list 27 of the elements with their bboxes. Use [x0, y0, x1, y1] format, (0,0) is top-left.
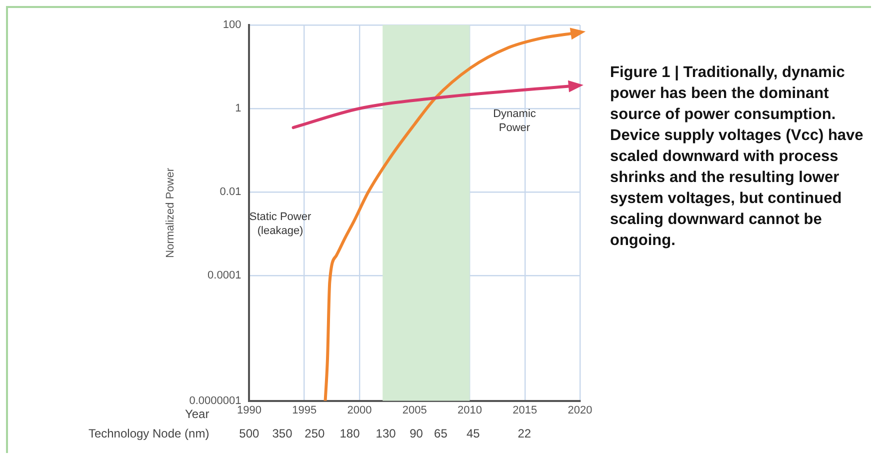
- x-tick-label: 2005: [402, 404, 427, 416]
- y-tick-label: 0.0000001: [189, 394, 242, 407]
- x-axis-title: Year: [184, 407, 210, 422]
- x-tick-label: 1995: [292, 404, 317, 416]
- text: 65: [434, 426, 448, 440]
- text: Technology Node (nm): [88, 426, 210, 440]
- series-label: Dynamic Power: [493, 108, 536, 134]
- x-tick-label: 2015: [512, 404, 538, 416]
- text: 22: [518, 426, 532, 440]
- y-tick-label: 1: [235, 102, 242, 115]
- text: 90: [410, 426, 424, 440]
- text: 500: [239, 426, 260, 440]
- y-tick-label: 0.01: [220, 186, 242, 198]
- text: 350: [272, 426, 293, 440]
- text: 180: [340, 426, 360, 440]
- x-tick-label: 2020: [568, 404, 592, 416]
- text: 45: [466, 426, 480, 440]
- text: 130: [376, 426, 396, 440]
- x-tick-label: 2000: [347, 404, 372, 416]
- y-axis-title: Normalized Power: [164, 168, 177, 258]
- text: Figure 1 | Traditionally, dynamic power has been the dominant source of power consumption. Device supply voltages (Vcc) have scaled downward with process shrinks and the resulting lower system voltages, but continued scaling downward cannot be ongoing.: [610, 64, 864, 249]
- x-tick-label: 1990: [236, 404, 262, 416]
- y-tick-label: 100: [222, 19, 242, 32]
- text: Static Power (leakage): [249, 211, 312, 238]
- y-tick-label: 0.0001: [208, 270, 242, 282]
- text: 250: [304, 426, 326, 440]
- x-tick-label: 2010: [457, 404, 482, 416]
